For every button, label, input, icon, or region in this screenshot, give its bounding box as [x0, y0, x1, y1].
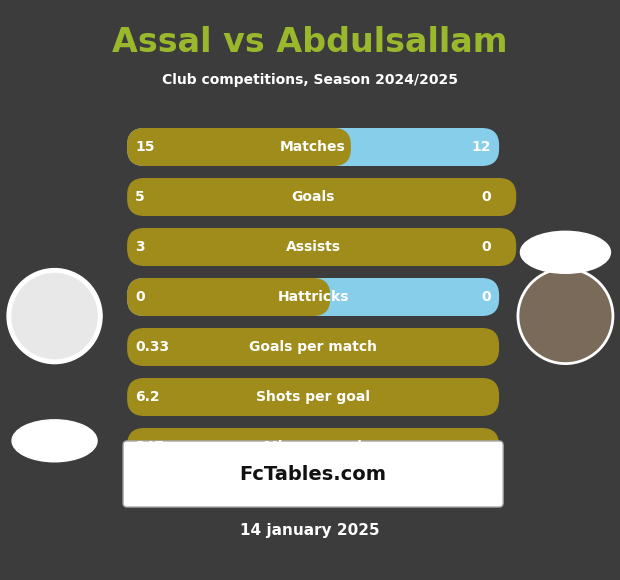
Text: Assal vs Abdulsallam: Assal vs Abdulsallam — [112, 26, 508, 59]
Text: 3: 3 — [135, 240, 144, 254]
FancyBboxPatch shape — [127, 128, 351, 166]
Text: Assists: Assists — [286, 240, 340, 254]
FancyBboxPatch shape — [127, 228, 516, 266]
Ellipse shape — [520, 231, 611, 273]
FancyBboxPatch shape — [127, 278, 499, 316]
Text: Goals per match: Goals per match — [249, 340, 377, 354]
Text: Club competitions, Season 2024/2025: Club competitions, Season 2024/2025 — [162, 73, 458, 87]
Text: 0.33: 0.33 — [135, 340, 169, 354]
Text: 0: 0 — [135, 290, 144, 304]
Text: 14 january 2025: 14 january 2025 — [240, 523, 380, 538]
Text: Matches: Matches — [280, 140, 346, 154]
Ellipse shape — [518, 269, 613, 364]
Text: 15: 15 — [135, 140, 154, 154]
FancyBboxPatch shape — [127, 328, 499, 366]
Text: Goals: Goals — [291, 190, 335, 204]
Ellipse shape — [7, 269, 102, 364]
FancyBboxPatch shape — [127, 278, 330, 316]
Text: 0: 0 — [482, 190, 491, 204]
Text: 12: 12 — [472, 140, 491, 154]
FancyBboxPatch shape — [123, 441, 503, 507]
Text: 5: 5 — [135, 190, 145, 204]
FancyBboxPatch shape — [127, 378, 499, 416]
Text: Hattricks: Hattricks — [277, 290, 349, 304]
FancyBboxPatch shape — [127, 428, 499, 466]
Text: 347: 347 — [135, 440, 164, 454]
Text: FcTables.com: FcTables.com — [239, 465, 387, 484]
Ellipse shape — [12, 420, 97, 462]
Text: 6.2: 6.2 — [135, 390, 160, 404]
FancyBboxPatch shape — [127, 128, 499, 166]
Ellipse shape — [11, 272, 99, 360]
Text: Shots per goal: Shots per goal — [256, 390, 370, 404]
Text: 0: 0 — [482, 240, 491, 254]
Text: 0: 0 — [482, 290, 491, 304]
FancyBboxPatch shape — [127, 178, 516, 216]
Text: Min per goal: Min per goal — [264, 440, 362, 454]
